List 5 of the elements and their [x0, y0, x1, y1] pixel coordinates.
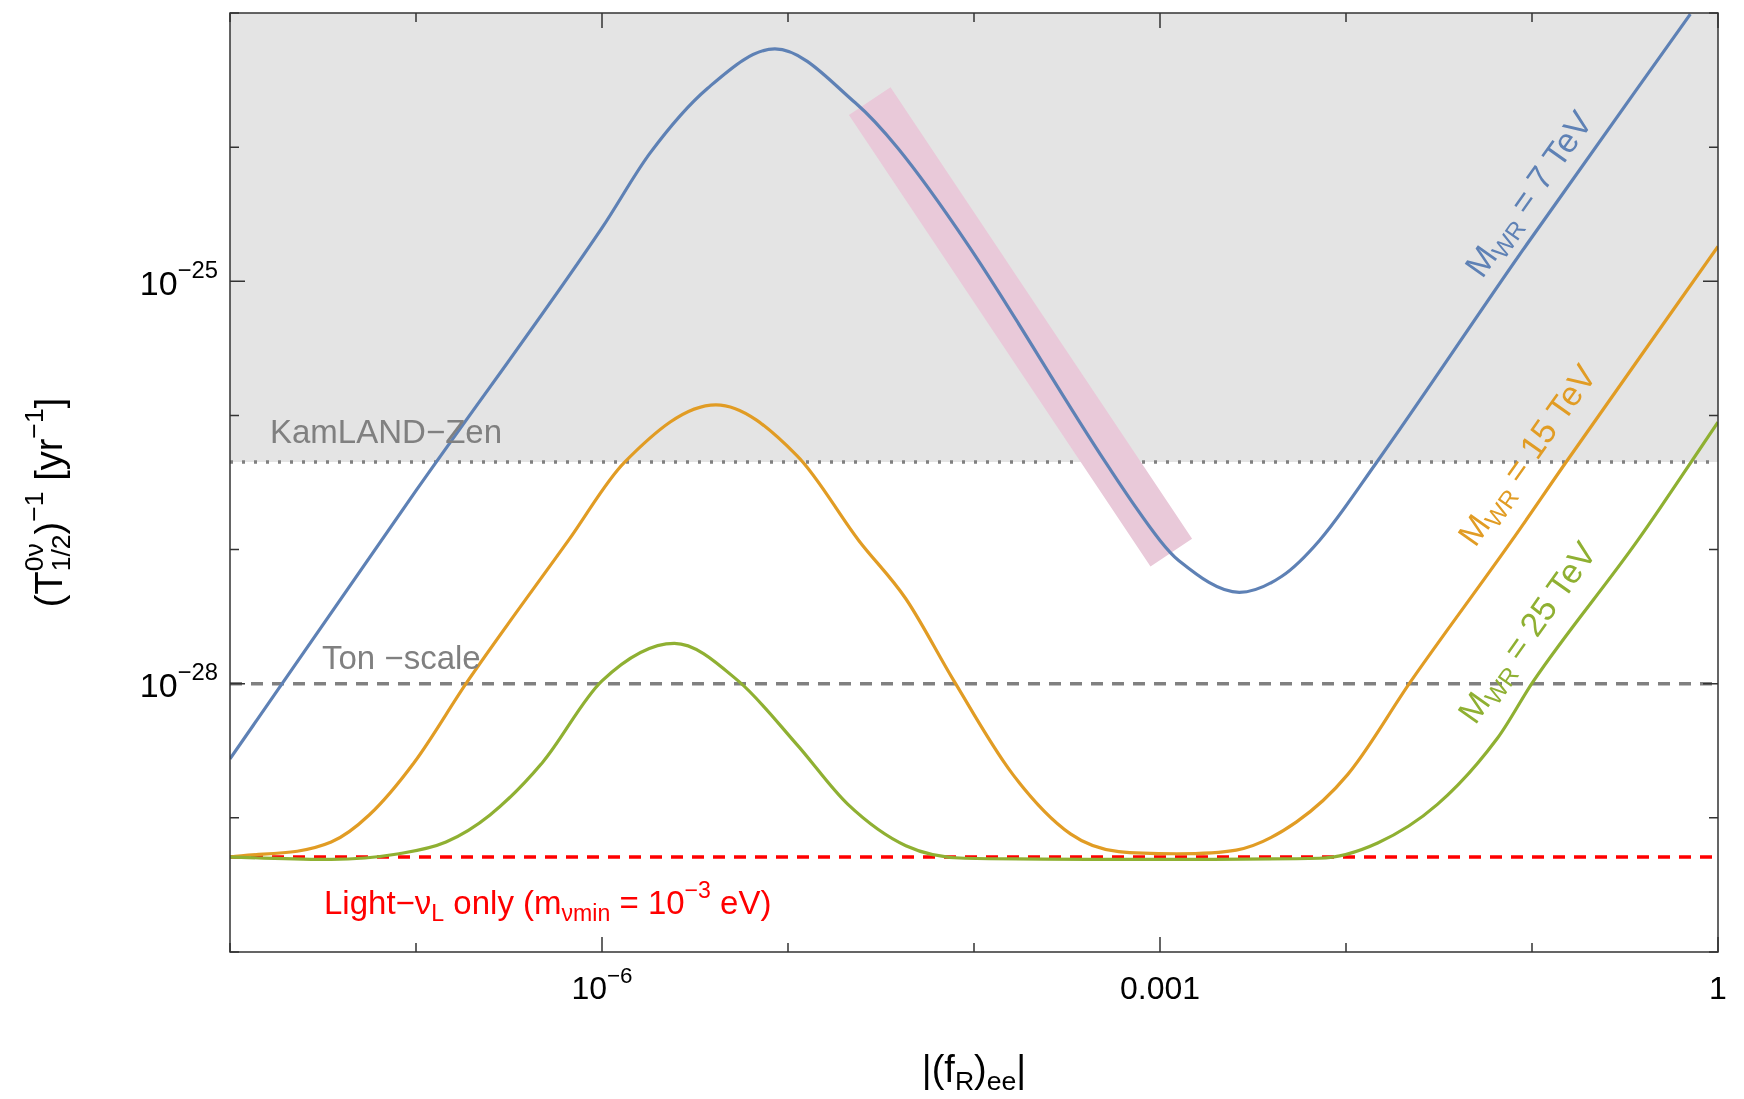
ref-line-label: Ton −scale [322, 638, 481, 676]
x-tick-label: 1 [1709, 969, 1727, 1006]
y-axis-title: (T0ν1/2)−1 [yr−1] [19, 397, 76, 608]
x-tick-label: 0.001 [1119, 969, 1201, 1006]
text: MWR = 7 TeV [1456, 103, 1600, 284]
